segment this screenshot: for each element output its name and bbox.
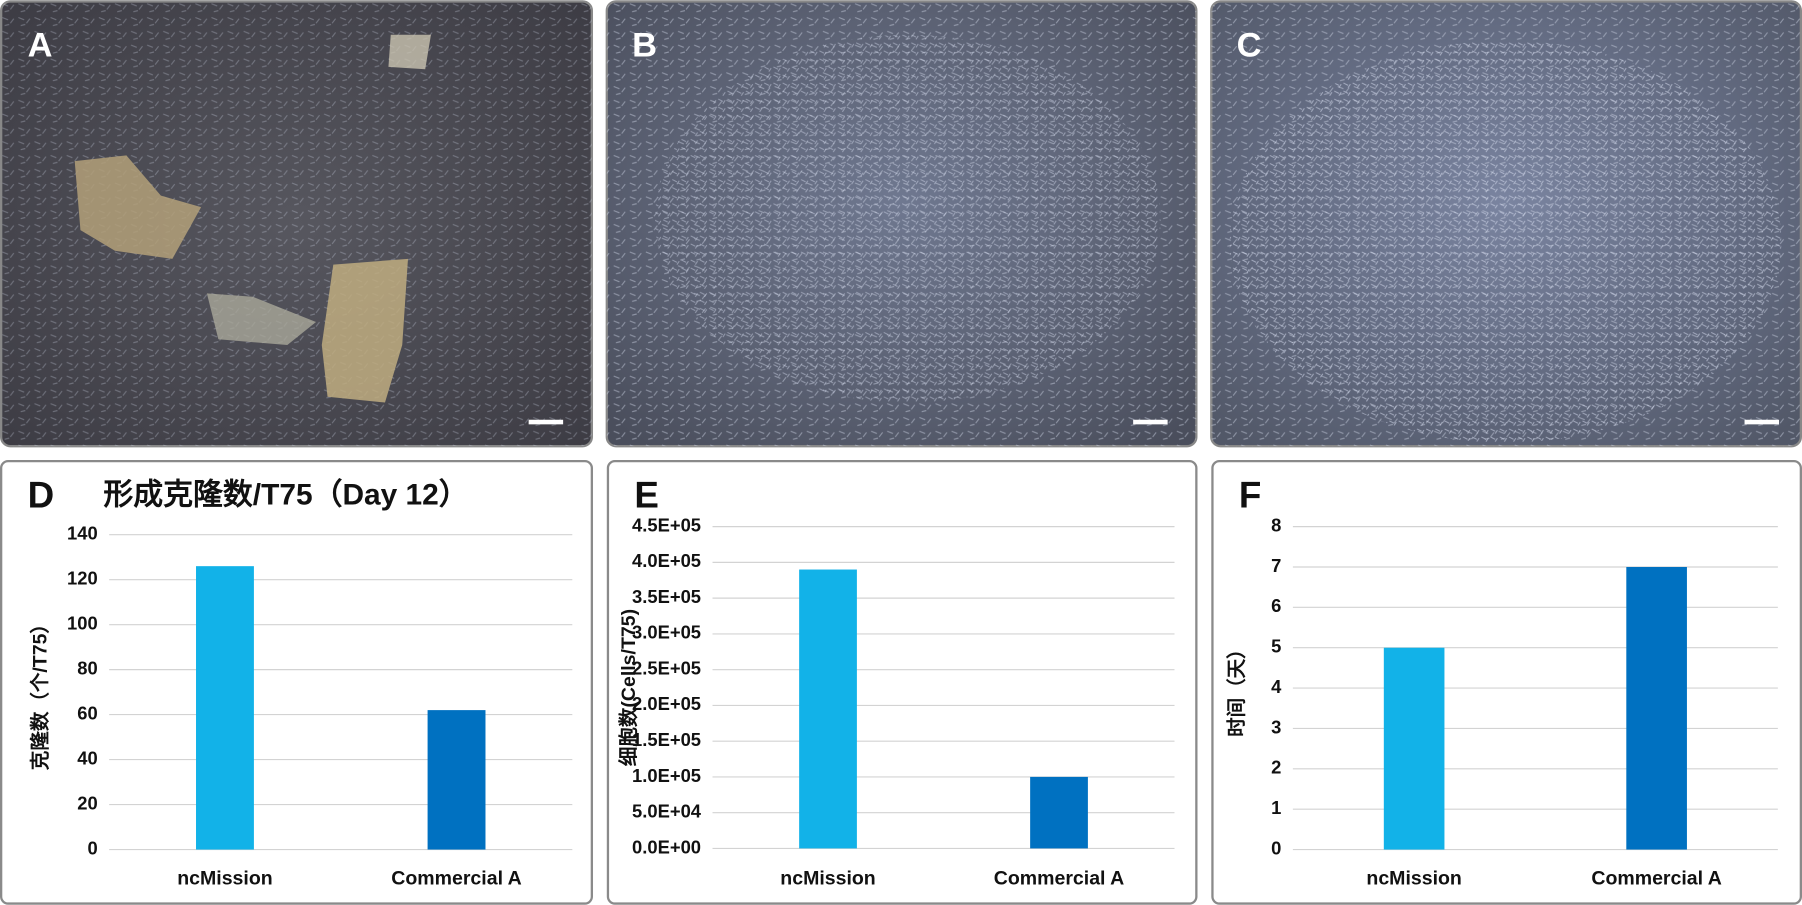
x-tick-label: Commercial A [1591,868,1722,890]
chart-title: 形成克隆数/T75（Day 12） [103,478,468,512]
image-b: B [605,0,1198,448]
y-tick-label: 2 [1271,757,1281,778]
chart-panel: F 0 1 2 3 4 5 6 7 8 ncMission Commercial A 时间（天） [1211,459,1802,905]
y-tick-label: 0 [87,837,97,858]
bar [799,569,857,849]
y-axis-label: 细胞数(Cells/T75) [617,609,640,766]
bar [196,566,254,850]
y-tick-label: 1.0E+05 [632,765,701,786]
x-tick-label: Commercial A [994,868,1125,890]
panel-label: D [28,475,55,516]
x-tick-label: ncMission [1366,868,1461,890]
image-c: C [1210,0,1802,448]
y-tick-label: 4.0E+05 [632,550,701,571]
y-axis-label: 克隆数（个/T75） [29,614,52,770]
bar [1030,776,1088,849]
panel-frame [1211,459,1802,905]
image-a: A [0,0,594,448]
y-tick-label: 8 [1271,514,1281,535]
y-tick-label: 2.5E+05 [632,658,701,679]
y-tick-label: 60 [77,702,97,723]
x-tick-label: ncMission [177,868,272,890]
y-tick-label: 3.0E+05 [632,622,701,643]
y-tick-label: 40 [77,747,97,768]
panel-label: C [1237,27,1262,65]
bar [427,710,486,850]
y-tick-label: 120 [67,568,98,589]
panel-label: B [632,27,657,65]
y-tick-label: 0 [1271,837,1281,858]
y-tick-label: 3 [1271,716,1281,737]
y-tick-label: 80 [77,657,97,678]
y-tick-label: 2.0E+05 [632,693,701,714]
x-tick-label: Commercial A [391,868,522,890]
y-tick-label: 5.0E+04 [632,801,702,822]
y-tick-label: 100 [67,612,98,633]
y-tick-label: 6 [1271,595,1281,616]
chart-panel: E 0.0E+00 5.0E+04 1.0E+05 1.5E+05 2.0E+05 2.5E… [606,459,1198,905]
panel-label: A [28,27,53,65]
y-axis-label: 时间（天） [1225,639,1248,737]
panel-label: F [1239,475,1261,516]
panel-label: E [634,475,659,516]
x-tick-label: ncMission [780,868,875,890]
y-tick-label: 140 [67,523,98,544]
y-tick-label: 7 [1271,555,1281,576]
bar [1383,647,1445,850]
y-tick-label: 4.5E+05 [632,514,701,535]
chart-panel: D 形成克隆数/T75（Day 12） 0 20 40 60 80 100 120 140 ncMi… [0,459,594,905]
bar [1626,566,1687,850]
y-tick-label: 0.0E+00 [632,836,701,857]
y-tick-label: 1 [1271,797,1281,818]
y-tick-label: 4 [1271,676,1282,697]
y-tick-label: 1.5E+05 [632,729,701,750]
y-tick-label: 5 [1271,636,1281,657]
y-tick-label: 20 [77,792,97,813]
y-tick-label: 3.5E+05 [632,586,701,607]
